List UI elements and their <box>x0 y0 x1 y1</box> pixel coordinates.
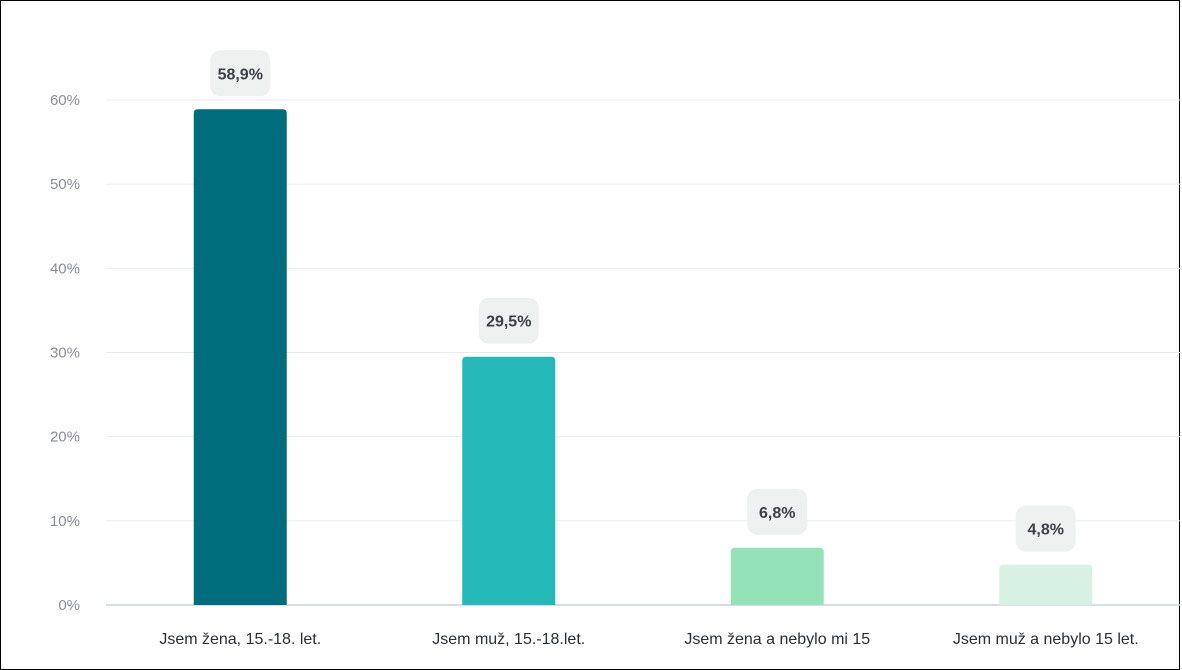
data-label: 58,9% <box>210 50 271 97</box>
bar[interactable] <box>193 109 287 605</box>
data-label-text: 58,9% <box>218 66 263 83</box>
data-label-bubble <box>1015 505 1076 552</box>
data-labels: 58,9% 29,5% 6,8% 4,8% <box>210 50 1076 552</box>
y-axis-ticks: 0% 10% 20% 30% 40% 50% 60% <box>50 92 80 614</box>
x-category-label: Jsem muž a nebylo 15 let. <box>953 631 1139 648</box>
bars <box>193 109 1093 605</box>
x-category-label: Jsem žena, 15.-18. let. <box>159 631 321 648</box>
data-label: 4,8% <box>1015 505 1076 552</box>
data-label: 29,5% <box>478 297 539 344</box>
bar[interactable] <box>730 547 824 605</box>
y-tick-label: 30% <box>50 345 80 362</box>
y-tick-label: 10% <box>50 513 80 530</box>
x-axis-categories: Jsem žena, 15.-18. let. Jsem muž, 15.-18.… <box>159 631 1138 648</box>
x-category-label: Jsem muž, 15.-18.let. <box>432 631 585 648</box>
data-label-text: 4,8% <box>1028 522 1064 539</box>
x-category-label: Jsem žena a nebylo mi 15 <box>684 631 870 648</box>
data-label-text: 6,8% <box>759 505 795 522</box>
data-label-text: 29,5% <box>486 314 531 331</box>
y-tick-label: 40% <box>50 260 80 277</box>
y-tick-label: 0% <box>58 597 80 614</box>
data-label: 6,8% <box>747 488 808 535</box>
bar[interactable] <box>462 356 556 605</box>
bar[interactable] <box>999 564 1093 605</box>
y-tick-label: 50% <box>50 176 80 193</box>
y-tick-label: 20% <box>50 429 80 446</box>
data-label-bubble <box>478 297 539 344</box>
y-tick-label: 60% <box>50 92 80 109</box>
data-label-bubble <box>210 50 271 97</box>
data-label-bubble <box>747 488 808 535</box>
